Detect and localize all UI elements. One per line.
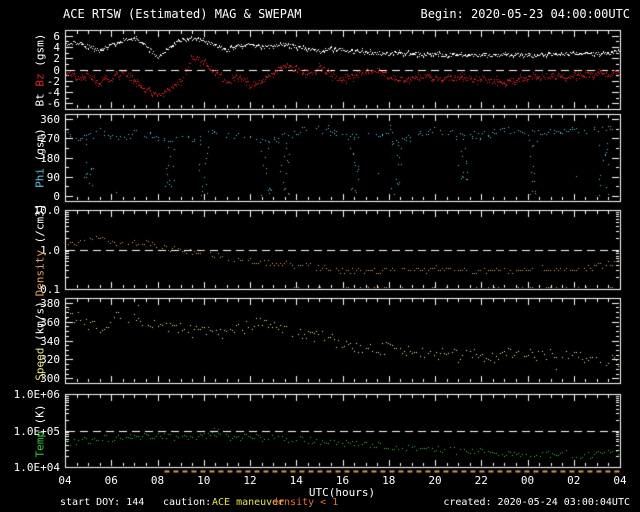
- x-tick-label: 02: [567, 474, 581, 487]
- temp-axis-label: Temp (K): [34, 404, 47, 457]
- speed-axis-label-part: (km/s): [33, 300, 47, 348]
- y-tick-label-density: 0.1: [40, 283, 60, 296]
- y-tick-label-phi: 0: [53, 190, 60, 203]
- y-tick-label-temp: 1.0E+06: [13, 388, 60, 401]
- chart-title: ACE RTSW (Estimated) MAG & SWEPAM: [63, 7, 302, 21]
- phi-axis-label-part: (gsm): [33, 127, 47, 168]
- bt-bz-axis-label-part: (gsm): [33, 33, 47, 73]
- x-tick-label: 08: [150, 474, 165, 487]
- y-tick-label-bt-bz: 0: [53, 64, 60, 77]
- footer-start-doy: start DOY: 144: [60, 497, 145, 508]
- y-tick-label-bt-bz: -4: [46, 86, 60, 99]
- x-tick-label: 04: [613, 474, 627, 487]
- begin-timestamp: Begin: 2020-05-23 04:00:00UTC: [420, 7, 630, 21]
- density-axis-label: Density (/cm3): [34, 203, 47, 296]
- bt-bz-axis-label-part: Bt: [33, 86, 47, 106]
- y-tick-label-bt-bz: 4: [53, 41, 60, 54]
- footer-ace-maneuver: ACE maneuver: [212, 497, 285, 508]
- y-tick-label-temp: 1.0E+04: [13, 461, 60, 474]
- x-tick-label: 22: [474, 474, 488, 487]
- temp-axis-label-part: Temp: [33, 430, 47, 458]
- bt-bz-axis-label: Bt Bz (gsm): [34, 33, 47, 106]
- y-tick-label-speed: 360: [40, 316, 60, 329]
- y-tick-label-density: 10.0: [33, 204, 61, 217]
- x-tick-label: 18: [382, 474, 396, 487]
- y-tick-label-bt-bz: 6: [53, 30, 60, 43]
- y-tick-label-bt-bz: -2: [46, 75, 60, 88]
- x-tick-label: 14: [289, 474, 303, 487]
- density-axis-label-part: Density: [33, 249, 47, 296]
- phi-axis-label-part: Phi: [33, 167, 47, 188]
- x-tick-label: 06: [104, 474, 118, 487]
- x-tick-label: 04: [58, 474, 72, 487]
- y-tick-label-phi: 90: [46, 171, 60, 184]
- y-tick-label-speed: 300: [40, 372, 60, 385]
- density-axis-label-part: (/cm3): [33, 203, 47, 250]
- y-tick-label-bt-bz: -6: [46, 97, 60, 110]
- y-tick-label-temp: 1.0E+05: [13, 425, 60, 438]
- bt-bz-axis-label-part: Bz: [33, 72, 47, 87]
- y-tick-label-density: 1.0: [40, 244, 60, 257]
- phi-axis-label: Phi (gsm): [34, 128, 47, 188]
- y-tick-label-speed: 340: [40, 335, 60, 348]
- footer-caution-label: caution:: [163, 497, 212, 508]
- y-tick-label-phi: 360: [40, 113, 60, 126]
- x-tick-label: 16: [335, 474, 350, 487]
- y-tick-label-phi: 180: [40, 152, 60, 165]
- speed-axis-label: Speed (km/s): [34, 301, 47, 380]
- footer-density-caution: density < 1: [272, 497, 339, 508]
- y-tick-label-phi: 270: [40, 132, 60, 145]
- y-tick-label-speed: 320: [40, 353, 60, 366]
- speed-axis-label-part: Speed: [33, 347, 47, 381]
- temp-axis-label-part: (K): [33, 404, 47, 431]
- x-tick-label: 20: [428, 474, 442, 487]
- y-tick-label-bt-bz: 2: [53, 52, 60, 65]
- footer-created-timestamp: created: 2020-05-24 03:00:04UTC: [443, 497, 630, 508]
- y-tick-label-speed: 380: [40, 297, 60, 310]
- x-tick-label: 10: [197, 474, 211, 487]
- x-axis-title: UTC(hours): [308, 486, 376, 499]
- x-tick-label: 12: [243, 474, 257, 487]
- x-tick-label: 00: [520, 474, 535, 487]
